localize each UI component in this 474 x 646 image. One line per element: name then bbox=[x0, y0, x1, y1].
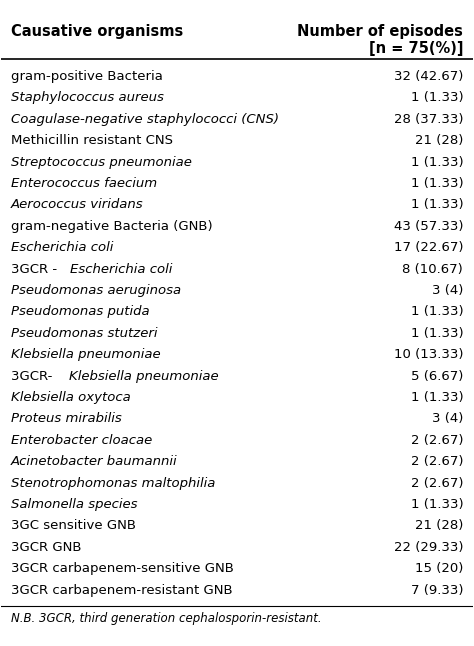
Text: 17 (22.67): 17 (22.67) bbox=[394, 241, 463, 254]
Text: Enterobacter cloacae: Enterobacter cloacae bbox=[11, 434, 152, 447]
Text: Klebsiella pneumoniae: Klebsiella pneumoniae bbox=[11, 348, 160, 361]
Text: Coagulase-negative staphylococci (CNS): Coagulase-negative staphylococci (CNS) bbox=[11, 113, 279, 126]
Text: Stenotrophomonas maltophilia: Stenotrophomonas maltophilia bbox=[11, 477, 215, 490]
Text: 28 (37.33): 28 (37.33) bbox=[394, 113, 463, 126]
Text: 1 (1.33): 1 (1.33) bbox=[410, 91, 463, 104]
Text: 3GCR carbapenem-resistant GNB: 3GCR carbapenem-resistant GNB bbox=[11, 584, 232, 597]
Text: gram-positive Bacteria: gram-positive Bacteria bbox=[11, 70, 163, 83]
Text: Proteus mirabilis: Proteus mirabilis bbox=[11, 412, 121, 426]
Text: 1 (1.33): 1 (1.33) bbox=[410, 198, 463, 211]
Text: 43 (57.33): 43 (57.33) bbox=[394, 220, 463, 233]
Text: Acinetobacter baumannii: Acinetobacter baumannii bbox=[11, 455, 177, 468]
Text: 2 (2.67): 2 (2.67) bbox=[410, 455, 463, 468]
Text: 3GCR-: 3GCR- bbox=[11, 370, 56, 382]
Text: 1 (1.33): 1 (1.33) bbox=[410, 177, 463, 190]
Text: Escherichia coli: Escherichia coli bbox=[70, 262, 173, 276]
Text: Pseudomonas aeruginosa: Pseudomonas aeruginosa bbox=[11, 284, 181, 297]
Text: 2 (2.67): 2 (2.67) bbox=[410, 477, 463, 490]
Text: 15 (20): 15 (20) bbox=[415, 562, 463, 575]
Text: Salmonella species: Salmonella species bbox=[11, 498, 137, 511]
Text: Enterococcus faecium: Enterococcus faecium bbox=[11, 177, 157, 190]
Text: 5 (6.67): 5 (6.67) bbox=[411, 370, 463, 382]
Text: 1 (1.33): 1 (1.33) bbox=[410, 391, 463, 404]
Text: 1 (1.33): 1 (1.33) bbox=[410, 498, 463, 511]
Text: Staphylococcus aureus: Staphylococcus aureus bbox=[11, 91, 164, 104]
Text: Escherichia coli: Escherichia coli bbox=[11, 241, 113, 254]
Text: 7 (9.33): 7 (9.33) bbox=[410, 584, 463, 597]
Text: 2 (2.67): 2 (2.67) bbox=[410, 434, 463, 447]
Text: Klebsiella pneumoniae: Klebsiella pneumoniae bbox=[69, 370, 219, 382]
Text: 8 (10.67): 8 (10.67) bbox=[402, 262, 463, 276]
Text: Aerococcus viridans: Aerococcus viridans bbox=[11, 198, 144, 211]
Text: 21 (28): 21 (28) bbox=[415, 134, 463, 147]
Text: 22 (29.33): 22 (29.33) bbox=[394, 541, 463, 554]
Text: Klebsiella oxytoca: Klebsiella oxytoca bbox=[11, 391, 130, 404]
Text: gram-negative Bacteria (GNB): gram-negative Bacteria (GNB) bbox=[11, 220, 212, 233]
Text: Number of episodes: Number of episodes bbox=[297, 24, 463, 39]
Text: Streptococcus pneumoniae: Streptococcus pneumoniae bbox=[11, 156, 191, 169]
Text: 1 (1.33): 1 (1.33) bbox=[410, 327, 463, 340]
Text: Causative organisms: Causative organisms bbox=[11, 24, 183, 39]
Text: Methicillin resistant CNS: Methicillin resistant CNS bbox=[11, 134, 173, 147]
Text: 32 (42.67): 32 (42.67) bbox=[394, 70, 463, 83]
Text: [n = 75(%)]: [n = 75(%)] bbox=[369, 41, 463, 56]
Text: 1 (1.33): 1 (1.33) bbox=[410, 156, 463, 169]
Text: N.B. 3GCR, third generation cephalosporin-resistant.: N.B. 3GCR, third generation cephalospori… bbox=[11, 612, 321, 625]
Text: Pseudomonas putida: Pseudomonas putida bbox=[11, 306, 149, 318]
Text: 3GCR carbapenem-sensitive GNB: 3GCR carbapenem-sensitive GNB bbox=[11, 562, 234, 575]
Text: 3GCR -: 3GCR - bbox=[11, 262, 57, 276]
Text: 10 (13.33): 10 (13.33) bbox=[394, 348, 463, 361]
Text: 3GCR GNB: 3GCR GNB bbox=[11, 541, 82, 554]
Text: 1 (1.33): 1 (1.33) bbox=[410, 306, 463, 318]
Text: Pseudomonas stutzeri: Pseudomonas stutzeri bbox=[11, 327, 157, 340]
Text: 21 (28): 21 (28) bbox=[415, 519, 463, 532]
Text: 3 (4): 3 (4) bbox=[432, 412, 463, 426]
Text: 3 (4): 3 (4) bbox=[432, 284, 463, 297]
Text: 3GC sensitive GNB: 3GC sensitive GNB bbox=[11, 519, 136, 532]
